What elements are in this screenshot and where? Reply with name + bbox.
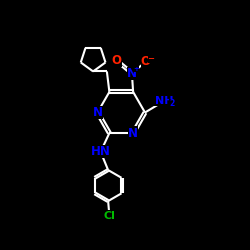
Text: −: −: [148, 54, 154, 63]
Text: N: N: [127, 67, 137, 80]
Text: O: O: [140, 56, 150, 68]
Text: N: N: [92, 106, 102, 119]
Text: NH: NH: [154, 96, 173, 106]
Text: N: N: [128, 126, 138, 140]
Text: HN: HN: [91, 145, 110, 158]
Text: Cl: Cl: [104, 210, 115, 220]
Text: O: O: [112, 54, 122, 67]
Text: 2: 2: [169, 99, 174, 108]
Text: +: +: [134, 66, 139, 72]
